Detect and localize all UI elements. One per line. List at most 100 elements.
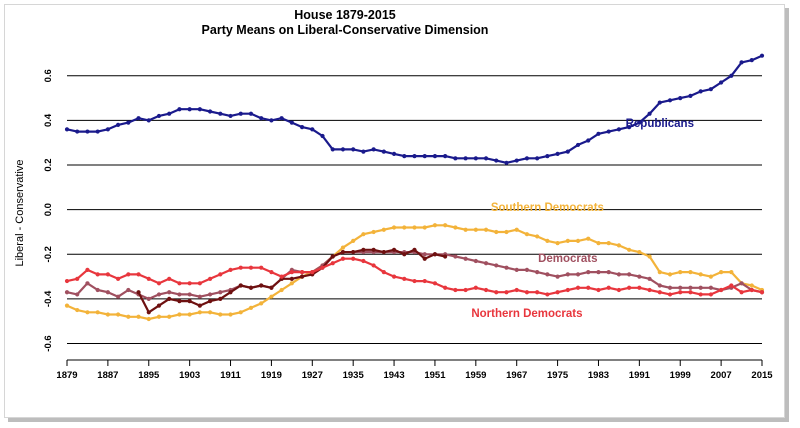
data-point bbox=[320, 133, 325, 139]
data-point bbox=[739, 60, 744, 65]
data-point bbox=[494, 229, 499, 235]
data-point bbox=[616, 243, 622, 248]
x-tick-label: 1959 bbox=[465, 370, 486, 381]
data-point bbox=[402, 225, 407, 230]
chart-title: House 1879-2015 bbox=[294, 8, 396, 22]
data-point bbox=[391, 274, 397, 279]
data-point bbox=[136, 116, 141, 121]
data-point bbox=[381, 270, 386, 275]
data-point bbox=[238, 111, 243, 116]
data-point bbox=[596, 287, 601, 293]
y-tick-label: -0.6 bbox=[43, 335, 54, 351]
data-point bbox=[667, 98, 673, 103]
data-point bbox=[719, 287, 724, 293]
data-point bbox=[167, 111, 172, 116]
data-point bbox=[504, 290, 509, 295]
data-point bbox=[330, 254, 335, 259]
data-point bbox=[187, 292, 192, 297]
data-point bbox=[729, 270, 734, 275]
data-point bbox=[218, 272, 223, 277]
data-point bbox=[259, 116, 264, 121]
data-point bbox=[432, 223, 438, 228]
series-label: Democrats bbox=[538, 253, 597, 265]
data-point bbox=[627, 247, 632, 252]
data-point bbox=[596, 270, 601, 275]
data-point bbox=[688, 290, 693, 295]
data-point bbox=[402, 276, 407, 281]
data-point bbox=[279, 287, 284, 293]
data-point bbox=[269, 294, 274, 299]
data-point bbox=[504, 265, 509, 270]
data-point bbox=[463, 156, 468, 161]
data-point bbox=[524, 156, 530, 161]
data-point bbox=[381, 149, 386, 154]
data-point bbox=[361, 258, 366, 264]
data-point bbox=[351, 256, 356, 261]
data-point bbox=[126, 314, 131, 319]
data-point bbox=[514, 158, 519, 163]
series-labels: Republicans Southern Democrats Democrats No… bbox=[471, 118, 694, 320]
x-tick-label: 1951 bbox=[424, 370, 446, 381]
data-point bbox=[647, 254, 652, 259]
series-line bbox=[136, 247, 448, 315]
x-tick-label: 2015 bbox=[751, 370, 773, 381]
data-point bbox=[422, 252, 427, 257]
data-point bbox=[340, 249, 346, 255]
data-point bbox=[412, 154, 417, 159]
data-point bbox=[739, 290, 744, 295]
data-point bbox=[64, 278, 70, 284]
data-point bbox=[586, 236, 591, 241]
data-point bbox=[177, 299, 182, 304]
data-point bbox=[514, 267, 519, 273]
data-point bbox=[708, 292, 713, 297]
data-point bbox=[289, 120, 294, 125]
data-point bbox=[453, 254, 458, 259]
data-point bbox=[187, 312, 192, 317]
data-point bbox=[156, 281, 162, 286]
data-point bbox=[657, 290, 662, 295]
data-point bbox=[197, 281, 202, 286]
data-point bbox=[238, 310, 243, 315]
data-point bbox=[64, 127, 70, 132]
series-line bbox=[64, 53, 765, 165]
data-point bbox=[95, 310, 100, 315]
data-point bbox=[555, 290, 560, 295]
data-point bbox=[218, 290, 223, 295]
data-point bbox=[494, 158, 499, 163]
data-point bbox=[177, 281, 182, 286]
y-tick-label: -0.4 bbox=[43, 290, 54, 307]
data-point bbox=[391, 151, 397, 156]
series-path bbox=[66, 257, 763, 296]
data-point bbox=[422, 278, 427, 284]
data-point bbox=[116, 312, 121, 317]
series-line bbox=[64, 256, 765, 297]
x-tick-label: 1911 bbox=[220, 370, 241, 381]
data-point bbox=[412, 225, 417, 230]
chart-frame: House 1879-2015 Party Means on Liberal-C… bbox=[4, 4, 785, 418]
data-point bbox=[647, 276, 652, 281]
data-point bbox=[749, 58, 754, 63]
data-point bbox=[698, 89, 703, 94]
x-axis: 1879 1887 1895 1903 1911 1919 1927 1935 1943 1951… bbox=[56, 359, 773, 381]
data-point bbox=[524, 232, 530, 237]
data-point bbox=[340, 245, 346, 250]
data-point bbox=[565, 238, 570, 243]
data-point bbox=[330, 147, 335, 152]
data-point bbox=[708, 285, 713, 290]
x-tick-label: 1999 bbox=[670, 370, 691, 381]
data-point bbox=[167, 314, 172, 319]
data-point bbox=[575, 285, 581, 290]
data-point bbox=[64, 290, 70, 295]
data-point bbox=[637, 249, 642, 255]
x-tick-label: 1927 bbox=[302, 370, 323, 381]
data-point bbox=[269, 285, 274, 290]
series-label: Northern Democrats bbox=[471, 308, 582, 320]
data-point bbox=[596, 131, 601, 136]
data-point bbox=[361, 247, 366, 252]
data-point bbox=[320, 265, 325, 270]
data-point bbox=[105, 127, 110, 132]
data-point bbox=[678, 95, 683, 101]
y-axis-label: Liberal - Conservative bbox=[14, 160, 26, 267]
data-point bbox=[289, 276, 294, 281]
data-point bbox=[637, 274, 642, 279]
